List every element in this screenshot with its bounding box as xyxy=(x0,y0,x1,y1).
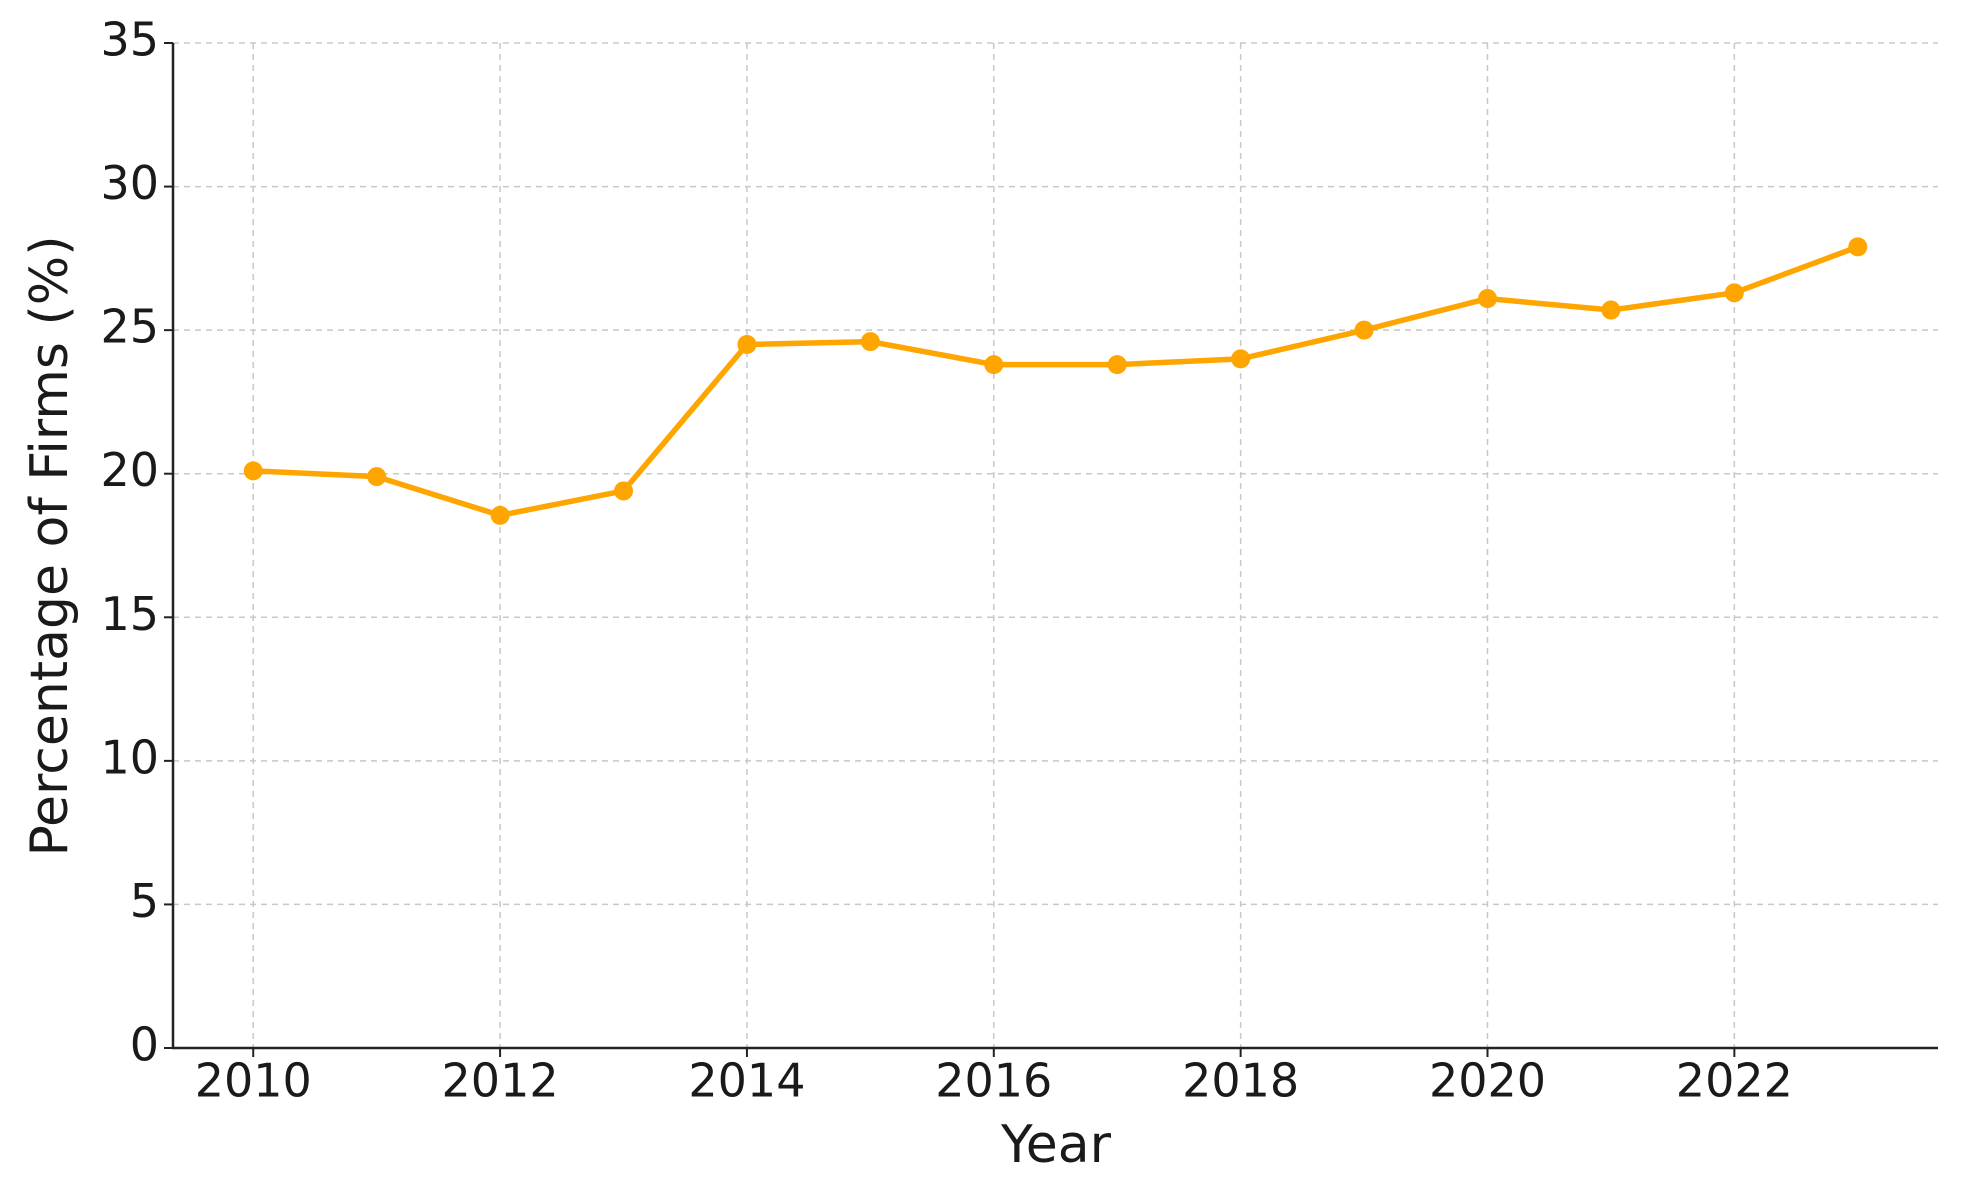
x-tick-label: 2022 xyxy=(1676,1054,1793,1108)
data-point xyxy=(1231,349,1251,369)
x-axis-label: Year xyxy=(1000,1115,1112,1175)
x-tick-label: 2012 xyxy=(442,1054,559,1108)
x-tick-label: 2020 xyxy=(1429,1054,1546,1108)
data-point xyxy=(1601,300,1621,320)
data-point xyxy=(1354,320,1374,340)
data-point xyxy=(984,355,1004,375)
data-point xyxy=(1724,283,1744,303)
data-point xyxy=(737,335,757,354)
x-tick-label: 2018 xyxy=(1182,1054,1299,1108)
axis-spine xyxy=(171,43,1938,1050)
data-point xyxy=(367,467,387,487)
data-point xyxy=(614,481,634,501)
x-tick-label: 2016 xyxy=(935,1054,1052,1108)
data-point xyxy=(1848,237,1868,257)
y-tick-label: 30 xyxy=(100,156,159,210)
data-point xyxy=(1107,355,1127,375)
y-tick-label: 35 xyxy=(100,13,159,67)
y-tick-label: 25 xyxy=(100,300,159,354)
y-tick-label: 15 xyxy=(100,587,159,641)
data-point xyxy=(1477,289,1497,309)
y-axis-label: Percentage of Firms (%) xyxy=(20,235,80,856)
data-point xyxy=(490,505,510,525)
y-tick-label: 5 xyxy=(130,874,159,928)
data-line xyxy=(253,244,1859,519)
x-tick-label: 2014 xyxy=(688,1054,805,1108)
y-tick-label: 0 xyxy=(130,1018,159,1072)
data-point xyxy=(243,461,263,481)
y-tick-label: 10 xyxy=(100,730,159,784)
x-tick-label: 2010 xyxy=(195,1054,312,1108)
y-tick-label: 20 xyxy=(100,443,159,497)
data-point xyxy=(860,332,880,352)
